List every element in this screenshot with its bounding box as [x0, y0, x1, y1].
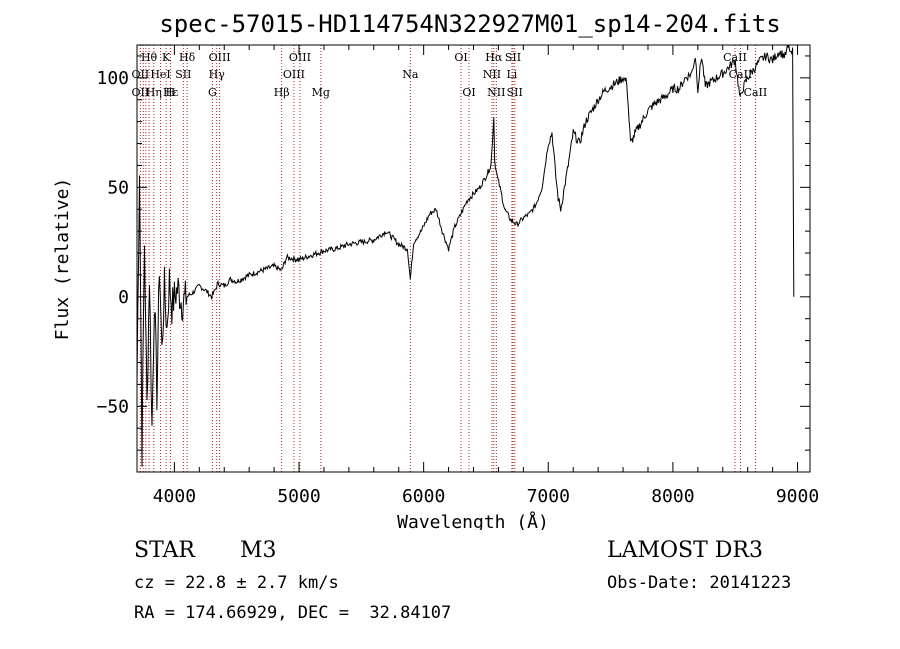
x-tick-label: 4000 [153, 486, 196, 507]
line-annotation: OIII [209, 51, 231, 64]
x-tick-label: 9000 [776, 486, 819, 507]
chart-title: spec-57015-HD114754N322927M01_sp14-204.f… [159, 10, 780, 38]
line-annotation: K [162, 51, 171, 64]
object-subclass: M3 [240, 538, 277, 563]
line-annotation: SII [505, 51, 521, 64]
line-annotation: CaII [729, 68, 753, 81]
object-class: STAR [134, 538, 195, 563]
y-tick-label: 100 [96, 68, 129, 89]
line-annotation: H [166, 86, 176, 99]
y-tick-label: −50 [96, 396, 129, 417]
line-annotation: CaII [744, 86, 768, 99]
line-annotation: Hβ [274, 86, 290, 99]
line-annotation: Hθ [141, 51, 158, 64]
y-axis-label: Flux (relative) [52, 178, 73, 341]
plot-frame [136, 44, 811, 473]
x-axis-ticks: 4000 5000 6000 7000 8000 9000 [153, 45, 819, 507]
line-annotation: OIII [289, 51, 311, 64]
line-annotation: OII [132, 68, 150, 81]
y-axis-ticks: −50 0 50 100 [96, 55, 810, 473]
line-annotation: Li [506, 68, 517, 81]
observation-date: Obs-Date: 20141223 [607, 573, 792, 593]
spectrum-chart: spec-57015-HD114754N322927M01_sp14-204.f… [52, 10, 819, 530]
y-tick-label: 50 [107, 177, 129, 198]
sky-coordinates: RA = 174.66929, DEC = 32.84107 [134, 603, 452, 623]
line-annotation: SII [175, 68, 191, 81]
line-annotation: NII [483, 68, 501, 81]
x-tick-label: 7000 [527, 486, 570, 507]
line-annotation: Hγ [209, 68, 226, 81]
x-tick-label: 6000 [402, 486, 445, 507]
line-markers [139, 45, 756, 472]
line-annotation: OII [132, 86, 150, 99]
line-annotation: Hε [163, 86, 179, 99]
line-annotation: Hα [485, 51, 503, 64]
line-annotation: Na [402, 68, 419, 81]
y-tick-label: 0 [118, 287, 129, 308]
line-annotation: G [208, 86, 217, 99]
line-annotation: SII [507, 86, 523, 99]
line-annotation: OI [462, 86, 475, 99]
line-annotation: Hδ [179, 51, 196, 64]
line-annotation: Mg [312, 86, 330, 99]
line-annotation: HeI [150, 68, 170, 81]
x-tick-label: 8000 [651, 486, 694, 507]
line-annotation: Hη [146, 86, 162, 99]
survey-name: LAMOST DR3 [607, 538, 763, 563]
line-annotation: OIII [283, 68, 305, 81]
line-annotation: OI [454, 51, 467, 64]
spectrum-line [136, 44, 795, 467]
line-annotation: CaII [723, 51, 747, 64]
line-annotation: NII [487, 86, 505, 99]
x-tick-label: 5000 [277, 486, 320, 507]
x-axis-label: Wavelength (Å) [397, 511, 549, 530]
redshift-value: cz = 22.8 ± 2.7 km/s [134, 573, 339, 593]
